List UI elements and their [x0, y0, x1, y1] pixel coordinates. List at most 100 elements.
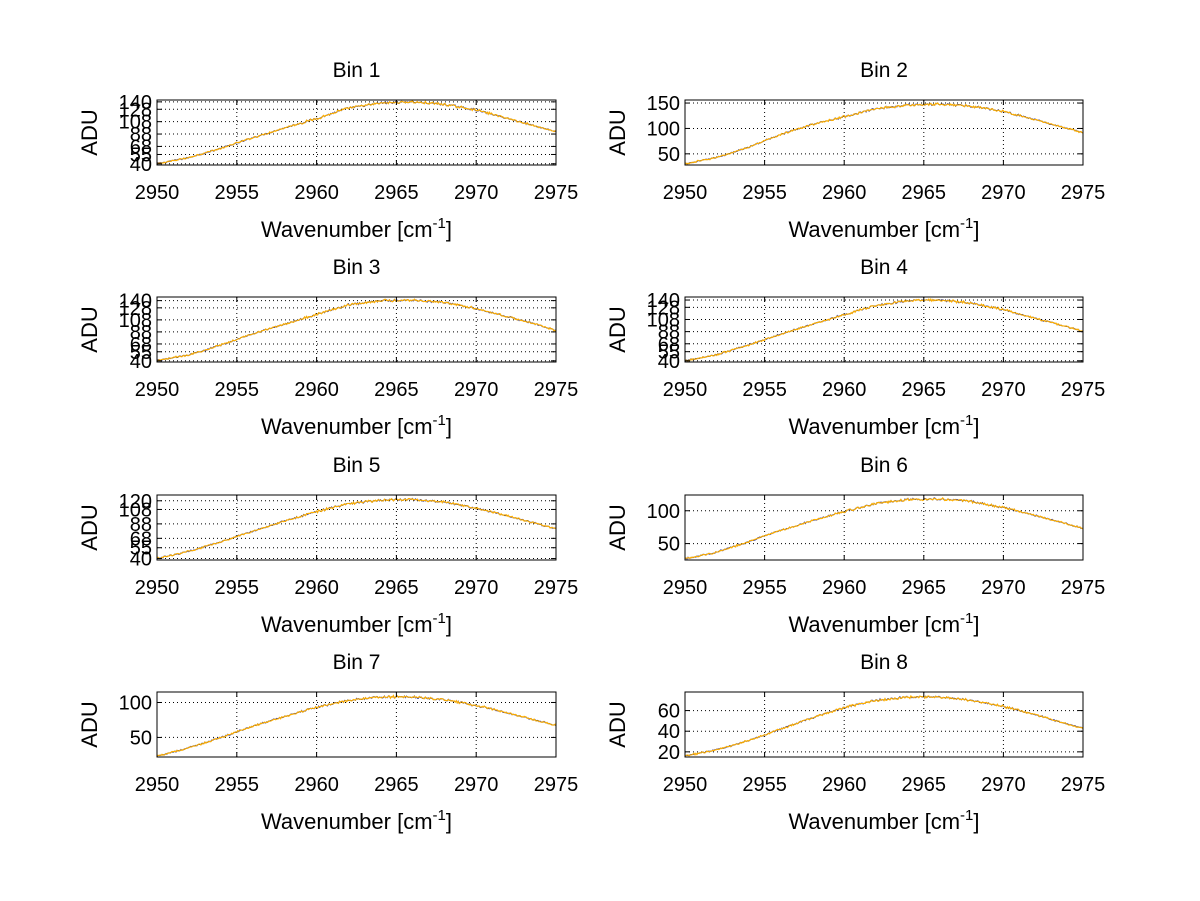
y-tick-label: 120 — [119, 491, 152, 513]
y-axis-label: ADU — [77, 306, 102, 352]
y-tick-label: 108 — [119, 499, 152, 521]
spectrum-series-line — [156, 497, 557, 559]
x-tick-label: 2975 — [534, 379, 579, 401]
spectrum-series-line — [156, 100, 557, 165]
y-tick-label: 40 — [658, 351, 680, 373]
spectrum-series-line — [684, 695, 1084, 757]
y-tick-label: 150 — [647, 93, 680, 115]
x-tick-label: 2965 — [902, 774, 947, 796]
x-tick-label: 2960 — [822, 774, 867, 796]
spectrum-series-line — [684, 496, 1084, 560]
spectrum-series-line — [684, 298, 1084, 362]
axes-box — [156, 494, 557, 561]
y-axis-label: ADU — [77, 701, 102, 747]
spectrum-series-line — [684, 497, 1084, 560]
x-tick-label: 2960 — [822, 379, 867, 401]
x-tick-label: 2950 — [663, 379, 708, 401]
spectrum-series-line — [684, 102, 1084, 165]
x-tick-label: 2970 — [454, 774, 499, 796]
x-tick-label: 2970 — [454, 379, 499, 401]
x-tick-label: 2975 — [1061, 577, 1106, 599]
subplot-bin-1: 2950 2955 2960 2965 2970 2975 4055688810812814… — [77, 59, 578, 242]
y-tick-label: 68 — [130, 136, 152, 158]
y-tick-label: 40 — [130, 549, 152, 571]
x-tick-label: 2950 — [135, 774, 180, 796]
x-tick-label: 2960 — [294, 774, 339, 796]
x-axis-label: Wavenumber [cm-1] — [788, 412, 979, 439]
y-axis-label: ADU — [77, 109, 102, 155]
subplot-title: Bin 4 — [860, 256, 908, 279]
subplot-bin-4: 2950 2955 2960 2965 2970 2975 4055688810812814… — [605, 256, 1105, 439]
x-tick-label: 2950 — [135, 379, 180, 401]
spectrum-series-line — [684, 694, 1084, 757]
y-tick-label: 100 — [119, 692, 152, 714]
spectrum-series-line — [156, 497, 557, 560]
x-tick-label: 2970 — [981, 182, 1026, 204]
x-tick-label: 2955 — [215, 182, 260, 204]
x-tick-label: 2960 — [294, 577, 339, 599]
y-tick-label: 100 — [647, 118, 680, 140]
x-tick-label: 2970 — [981, 379, 1026, 401]
y-tick-label: 100 — [647, 501, 680, 523]
x-tick-label: 2975 — [534, 774, 579, 796]
x-tick-label: 2950 — [135, 577, 180, 599]
axes-box — [156, 691, 557, 758]
subplot-title: Bin 5 — [333, 454, 381, 477]
y-tick-label: 88 — [130, 322, 152, 344]
x-tick-label: 2955 — [742, 379, 787, 401]
spectrum-series-line — [156, 694, 557, 757]
y-axis-label: ADU — [605, 306, 630, 352]
x-tick-label: 2965 — [374, 774, 419, 796]
x-tick-label: 2975 — [534, 577, 579, 599]
axes-box — [156, 296, 557, 363]
y-axis-label: ADU — [605, 504, 630, 550]
x-tick-label: 2970 — [454, 182, 499, 204]
subplot-bin-2: 2950 2955 2960 2965 2970 2975 50 100 150 Bin 2 Wav… — [605, 59, 1105, 242]
spectrum-series-line — [684, 497, 1084, 560]
x-tick-label: 2965 — [902, 577, 947, 599]
y-tick-label: 50 — [130, 727, 152, 749]
subplot-title: Bin 3 — [333, 256, 381, 279]
x-tick-label: 2955 — [742, 774, 787, 796]
x-tick-label: 2955 — [742, 577, 787, 599]
y-tick-label: 40 — [130, 154, 152, 176]
x-tick-label: 2975 — [1061, 182, 1106, 204]
spectrum-series-line — [684, 102, 1084, 165]
y-tick-label: 128 — [119, 99, 152, 121]
y-tick-label: 68 — [658, 334, 680, 356]
subplot-title: Bin 6 — [860, 454, 908, 477]
spectrum-series-line — [684, 695, 1084, 757]
x-axis-label: Wavenumber [cm-1] — [261, 610, 452, 637]
y-tick-label: 68 — [130, 528, 152, 550]
x-tick-label: 2975 — [1061, 379, 1106, 401]
x-tick-label: 2970 — [454, 577, 499, 599]
spectrum-series-line — [684, 298, 1084, 362]
axes-box — [684, 296, 1084, 363]
spectrum-series-line — [156, 497, 557, 559]
y-tick-label: 140 — [647, 290, 680, 312]
x-tick-label: 2970 — [981, 577, 1026, 599]
x-tick-label: 2965 — [374, 182, 419, 204]
subplot-title: Bin 2 — [860, 59, 908, 82]
y-tick-label: 128 — [647, 297, 680, 319]
x-axis-label: Wavenumber [cm-1] — [788, 610, 979, 637]
x-tick-label: 2960 — [294, 379, 339, 401]
y-tick-label: 140 — [119, 291, 152, 313]
subplot-bin-7: 2950 2955 2960 2965 2970 2975 50 100 Bin 7 Wavenu… — [77, 651, 578, 834]
x-axis-label: Wavenumber [cm-1] — [261, 412, 452, 439]
axes-box — [684, 691, 1084, 758]
y-tick-label: 55 — [130, 144, 152, 166]
axes-box — [156, 99, 557, 166]
x-tick-label: 2950 — [663, 182, 708, 204]
x-axis-label: Wavenumber [cm-1] — [788, 215, 979, 242]
y-tick-label: 108 — [647, 309, 680, 331]
x-tick-label: 2975 — [534, 182, 579, 204]
y-tick-label: 108 — [119, 112, 152, 134]
y-tick-label: 50 — [658, 534, 680, 556]
x-tick-label: 2960 — [822, 182, 867, 204]
spectrum-series-line — [156, 694, 557, 757]
spectrum-series-line — [156, 298, 557, 362]
